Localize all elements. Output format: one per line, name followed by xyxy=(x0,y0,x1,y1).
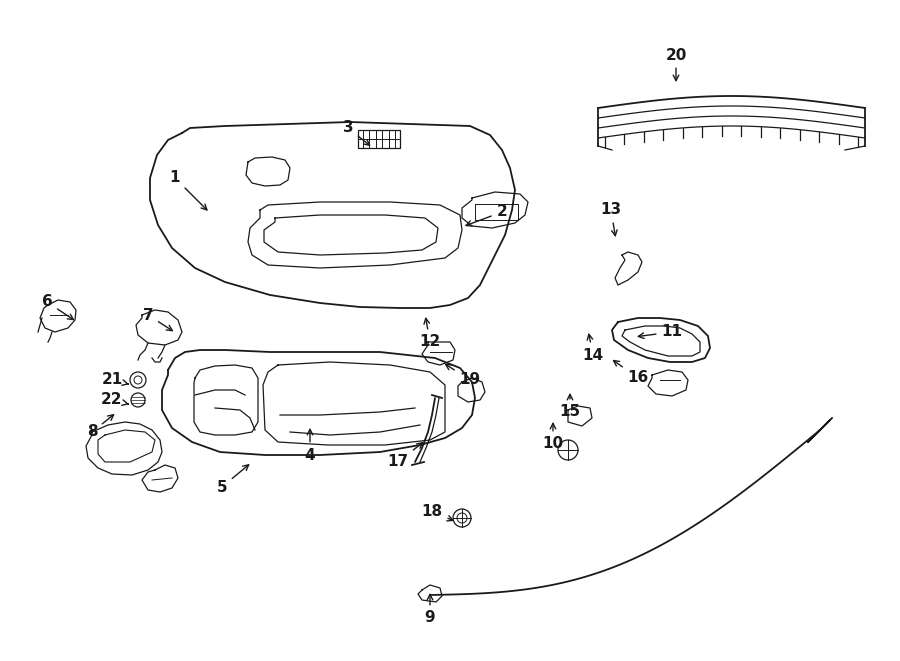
Text: 15: 15 xyxy=(560,395,580,420)
Text: 10: 10 xyxy=(543,423,563,451)
Text: 7: 7 xyxy=(143,307,173,330)
Text: 20: 20 xyxy=(665,48,687,81)
Text: 2: 2 xyxy=(466,204,508,226)
Text: 4: 4 xyxy=(305,430,315,463)
Text: 3: 3 xyxy=(343,120,370,145)
Text: 22: 22 xyxy=(101,393,129,407)
Text: 11: 11 xyxy=(638,325,682,340)
Text: 18: 18 xyxy=(421,504,453,521)
Text: 6: 6 xyxy=(41,295,74,320)
Bar xyxy=(358,130,400,148)
Text: 19: 19 xyxy=(446,364,481,387)
Text: 9: 9 xyxy=(425,594,436,625)
Text: 21: 21 xyxy=(102,373,129,387)
Text: 1: 1 xyxy=(170,171,207,210)
Text: 17: 17 xyxy=(387,443,423,469)
Text: 12: 12 xyxy=(419,318,441,350)
Text: 14: 14 xyxy=(582,334,604,362)
Text: 13: 13 xyxy=(600,202,622,236)
Text: 8: 8 xyxy=(86,414,113,440)
Text: 16: 16 xyxy=(614,360,649,385)
Text: 5: 5 xyxy=(217,465,248,494)
